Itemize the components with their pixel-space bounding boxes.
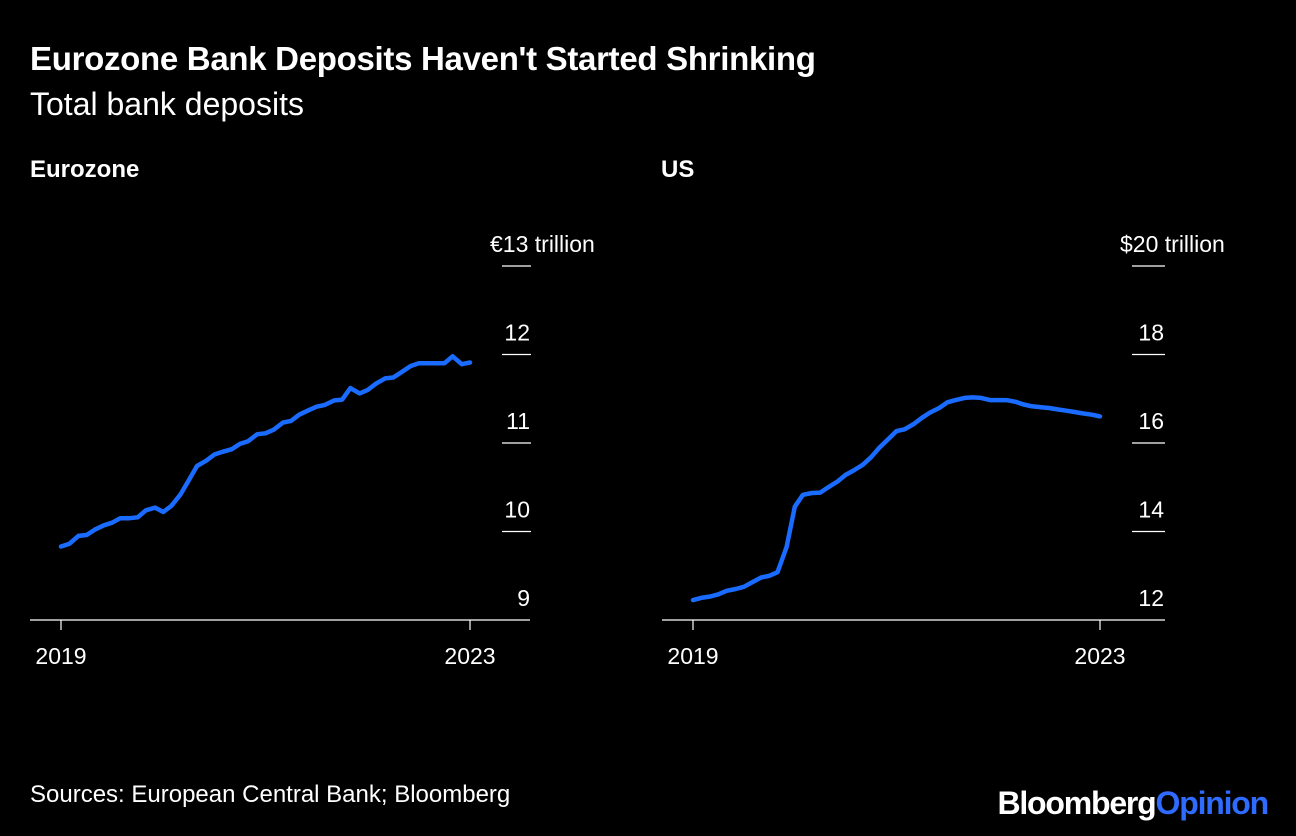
eurozone-y-tick-label: 9	[517, 585, 530, 611]
logo-opinion: Opinion	[1155, 785, 1270, 821]
eurozone-y-tick-label: 12	[504, 320, 530, 346]
eurozone-y-tick-label: 10	[504, 497, 530, 523]
bloomberg-opinion-logo: BloombergOpinion	[997, 785, 1270, 821]
chart-title: Eurozone Bank Deposits Haven't Started S…	[30, 40, 816, 77]
us-y-tick-label: $20 trillion	[1120, 231, 1225, 257]
logo-brand: Bloomberg	[997, 785, 1156, 821]
eurozone-x-tick-label: 2023	[444, 643, 495, 669]
us-y-tick-label: 14	[1138, 497, 1164, 523]
us-series-line	[690, 395, 1103, 603]
us-y-tick-label: 16	[1138, 408, 1164, 434]
panel-title-us: US	[661, 156, 695, 183]
source-note: Sources: European Central Bank; Bloomber…	[30, 781, 511, 808]
us-y-tick-label: 12	[1138, 585, 1164, 611]
us-x-tick-label: 2019	[667, 643, 718, 669]
eurozone-y-tick-label: 11	[506, 408, 530, 434]
us-y-tick-label: 18	[1138, 320, 1164, 346]
panel-title-eurozone: Eurozone	[30, 156, 140, 183]
eurozone-y-tick-label: €13 trillion	[490, 231, 595, 257]
eurozone-series-line	[58, 354, 473, 549]
us-x-tick-label: 2023	[1074, 643, 1125, 669]
chart-subtitle: Total bank deposits	[30, 86, 304, 122]
eurozone-x-tick-label: 2019	[35, 643, 86, 669]
